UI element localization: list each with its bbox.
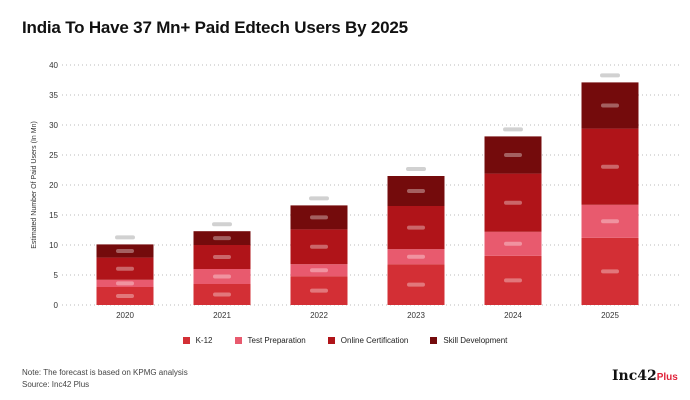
note: Note: The forecast is based on KPMG anal…	[22, 368, 188, 377]
x-tick-label: 2023	[407, 311, 425, 320]
bar-segment-k-12	[96, 287, 154, 305]
y-tick-label: 40	[49, 61, 58, 70]
bar-segment-test-preparation	[290, 264, 348, 277]
y-tick-label: 10	[49, 241, 58, 250]
blurred-data-label	[504, 200, 522, 205]
bar-segment-test-preparation	[484, 231, 542, 256]
y-tick-label: 15	[49, 211, 58, 220]
bar-segment-test-preparation	[193, 269, 251, 284]
bar-segment-skill-development	[96, 244, 154, 258]
blurred-data-label	[407, 254, 425, 259]
legend-item: Online Certification	[327, 336, 409, 345]
bar-segment-k-12	[484, 255, 542, 305]
blurred-data-label	[504, 153, 522, 157]
legend-swatch	[234, 337, 242, 344]
chart-title: India To Have 37 Mn+ Paid Edtech Users B…	[22, 18, 408, 37]
legend-label: K-12	[195, 336, 213, 345]
bar-segment-online-certification	[484, 173, 542, 232]
bar-segment-skill-development	[387, 176, 445, 206]
blurred-data-label	[310, 215, 328, 220]
blurred-data-label	[213, 274, 231, 279]
blurred-total-label	[600, 73, 620, 78]
y-tick-label: 5	[54, 271, 59, 280]
bar-segment-skill-development	[484, 136, 542, 174]
legend: K-12 Test Preparation Online Certification…	[0, 336, 690, 345]
bar-segment-skill-development	[290, 205, 348, 230]
blurred-data-label	[504, 278, 522, 283]
blurred-data-label	[407, 189, 425, 193]
y-tick-label: 20	[49, 181, 58, 190]
blurred-data-label	[310, 244, 328, 249]
bar-segment-skill-development	[193, 231, 251, 245]
bar-segment-k-12	[193, 284, 251, 305]
y-tick-label: 25	[49, 151, 58, 160]
x-tick-label: 2025	[601, 311, 619, 320]
bar-segment-online-certification	[96, 257, 154, 280]
x-tick-label: 2021	[213, 311, 231, 320]
bar-segment-test-preparation	[387, 249, 445, 265]
legend-item: Skill Development	[430, 336, 507, 345]
bar-segment-online-certification	[290, 229, 348, 265]
bar-segment-test-preparation	[581, 204, 639, 238]
blurred-data-label	[407, 282, 425, 287]
blurred-data-label	[213, 255, 231, 259]
blurred-data-label	[213, 292, 231, 297]
blurred-data-label	[601, 164, 619, 169]
blurred-total-label	[503, 127, 523, 132]
blurred-data-label	[213, 236, 231, 241]
bar-segment-k-12	[581, 237, 639, 305]
blurred-total-label	[115, 235, 135, 240]
bar-segment-online-certification	[387, 206, 445, 250]
y-tick-label: 30	[49, 121, 58, 130]
blurred-data-label	[504, 241, 522, 246]
x-tick-label: 2024	[504, 311, 522, 320]
legend-item: K-12	[182, 336, 213, 345]
legend-label: Test Preparation	[247, 336, 306, 345]
y-tick-label: 35	[49, 91, 58, 100]
blurred-data-label	[116, 281, 134, 286]
legend-swatch	[430, 337, 438, 344]
bar-segment-test-preparation	[96, 279, 154, 287]
blurred-data-label	[310, 288, 328, 293]
bar-segment-k-12	[290, 276, 348, 305]
bar-segment-skill-development	[581, 82, 639, 129]
bar-segment-online-certification	[581, 128, 639, 205]
x-tick-label: 2020	[116, 311, 134, 320]
blurred-data-label	[601, 269, 619, 274]
legend-item: Test Preparation	[234, 336, 306, 345]
blurred-data-label	[310, 268, 328, 273]
blurred-data-label	[116, 249, 134, 253]
legend-label: Skill Development	[443, 336, 508, 345]
source: Source: Inc42 Plus	[22, 380, 90, 389]
blurred-data-label	[601, 103, 619, 108]
legend-swatch	[182, 337, 190, 344]
blurred-data-label	[601, 219, 619, 224]
y-tick-label: 0	[54, 301, 59, 310]
blurred-data-label	[116, 294, 134, 298]
legend-label: Online Certification	[340, 336, 409, 345]
blurred-data-label	[116, 266, 134, 271]
bar-segment-k-12	[387, 264, 445, 305]
bar-segment-online-certification	[193, 245, 251, 269]
x-tick-label: 2022	[310, 311, 328, 320]
legend-swatch	[327, 337, 335, 344]
blurred-total-label	[212, 222, 232, 227]
y-axis-label: Estimated Number Of Paid Users (In Mn)	[31, 121, 38, 249]
blurred-total-label	[406, 167, 426, 171]
inc42-plus-logo: Inc42Plus	[612, 368, 678, 384]
blurred-data-label	[407, 225, 425, 230]
blurred-total-label	[309, 196, 329, 201]
